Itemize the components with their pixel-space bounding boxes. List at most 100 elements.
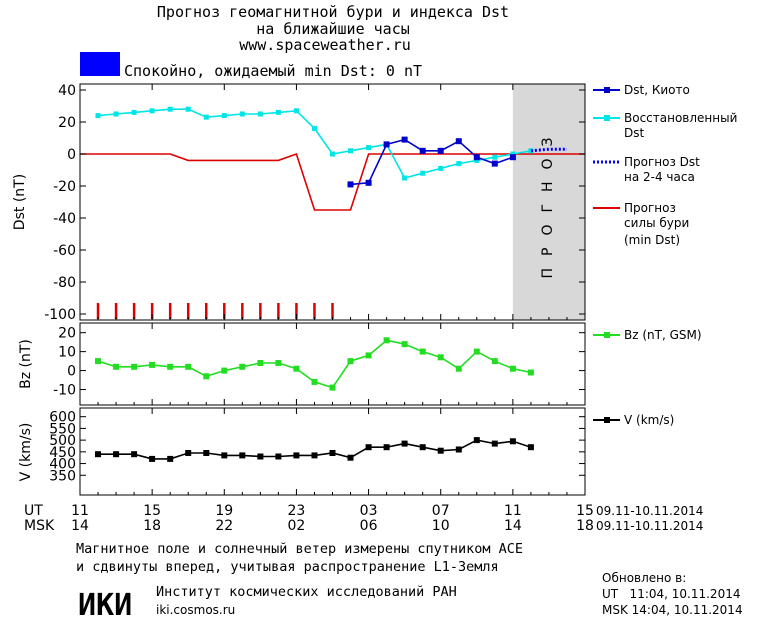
v-axis-label: V (km/s) xyxy=(18,423,34,482)
legend-storm-label-3: (min Dst) xyxy=(624,233,680,247)
legend-storm-label-1: Прогноз xyxy=(624,201,676,215)
restored-dst-point xyxy=(366,145,372,151)
dst-plot-frame xyxy=(79,83,586,321)
restored-dst-point xyxy=(239,111,245,117)
bz-ytick-label: 10 xyxy=(58,345,76,361)
dst-ytick-label: 0 xyxy=(67,147,76,163)
chart-title-line1: Прогноз геомагнитной бури и индекса Dst xyxy=(157,3,509,21)
chart-source-url: www.spaceweather.ru xyxy=(239,36,411,54)
legend-bz-label: Bz (nT, GSM) xyxy=(624,328,702,342)
v-point xyxy=(257,453,264,460)
legend-restored-marker xyxy=(604,115,610,121)
bz-point xyxy=(131,363,138,370)
legend-bz-marker xyxy=(604,332,610,338)
dst-ytick-label: -80 xyxy=(53,275,76,291)
bz-point xyxy=(257,360,264,366)
kyoto-dst-point xyxy=(401,136,408,143)
bz-point xyxy=(329,384,336,391)
msk-tick-label: 18 xyxy=(143,518,161,534)
restored-dst-point xyxy=(221,113,227,119)
dst-ytick-label: 20 xyxy=(58,115,76,131)
institute-name: Институт космических исследований РАН xyxy=(156,584,457,600)
legend-kyoto-marker xyxy=(604,87,610,93)
restored-dst-point xyxy=(167,106,173,112)
restored-dst-point xyxy=(149,108,155,114)
bz-ytick-label: 20 xyxy=(58,326,76,342)
bz-point xyxy=(113,363,120,370)
msk-date-range: 09.11-10.11.2014 xyxy=(596,519,703,533)
chart-title-line2: на ближайшие часы xyxy=(256,20,410,38)
bz-point xyxy=(185,363,192,370)
bz-point xyxy=(239,363,246,370)
dst-ytick-label: -60 xyxy=(53,243,76,259)
bz-point xyxy=(455,365,462,372)
restored-dst-point xyxy=(275,109,281,115)
bz-point xyxy=(473,348,480,355)
v-ytick-label: 500 xyxy=(49,433,76,449)
ut-tick-label: 11 xyxy=(71,503,89,519)
kyoto-dst-point xyxy=(347,181,354,188)
v-point xyxy=(437,447,444,454)
v-point xyxy=(329,450,336,456)
kyoto-dst-point xyxy=(473,154,480,161)
bz-point xyxy=(95,358,101,365)
ut-tick-label: 03 xyxy=(360,503,378,519)
restored-dst-point xyxy=(95,113,101,119)
updated-label: Обновлено в: xyxy=(602,571,686,585)
restored-dst-line xyxy=(97,108,532,179)
v-point xyxy=(185,450,192,456)
status-text: Спокойно, ожидаемый min Dst: 0 nT xyxy=(124,62,422,80)
v-point xyxy=(401,440,408,447)
msk-tick-label: 02 xyxy=(288,518,306,534)
legend-restored-label-1: Восстановленный xyxy=(624,111,737,125)
bz-ytick-label: -10 xyxy=(53,383,76,399)
msk-tick-label: 06 xyxy=(360,518,378,534)
bz-point xyxy=(347,358,354,365)
ut-tick-label: 07 xyxy=(432,503,450,519)
bz-point xyxy=(221,367,228,374)
bz-point xyxy=(203,373,210,380)
v-point xyxy=(383,444,390,451)
v-point xyxy=(491,440,498,447)
v-point xyxy=(131,451,138,458)
bz-point xyxy=(167,363,174,370)
institute-url[interactable]: iki.cosmos.ru xyxy=(156,603,235,617)
bz-point xyxy=(365,352,372,359)
restored-dst-point xyxy=(438,165,444,171)
dst-axis-label: Dst (nT) xyxy=(12,174,28,230)
v-ytick-label: 400 xyxy=(49,457,76,473)
dst-ytick-label: -40 xyxy=(53,211,76,227)
kyoto-dst-point xyxy=(491,160,498,167)
kyoto-dst-point xyxy=(365,179,372,186)
status-color-swatch xyxy=(80,52,120,76)
restored-dst-point xyxy=(510,151,516,157)
v-point xyxy=(311,452,318,459)
v-ytick-label: 600 xyxy=(49,410,76,426)
bz-point xyxy=(383,337,390,344)
bz-point xyxy=(311,378,318,385)
legend-forecast-label-2: на 2-4 часа xyxy=(624,170,695,184)
kyoto-dst-point xyxy=(419,147,426,154)
msk-tick-label: 14 xyxy=(504,518,522,534)
kyoto-dst-point xyxy=(383,141,390,148)
msk-tick-label: 22 xyxy=(215,518,233,534)
v-point xyxy=(365,444,372,451)
iki-logo: ИКИ xyxy=(78,588,132,620)
restored-dst-point xyxy=(330,151,335,157)
restored-dst-point xyxy=(456,161,462,167)
legend-v-label: V (km/s) xyxy=(624,413,674,427)
bz-point xyxy=(275,360,282,366)
bz-point xyxy=(293,365,300,372)
ut-date-range: 09.11-10.11.2014 xyxy=(596,504,703,518)
msk-tick-label: 14 xyxy=(71,518,89,534)
kyoto-dst-point xyxy=(509,154,516,161)
v-point xyxy=(347,454,354,461)
kyoto-dst-point xyxy=(455,138,462,145)
v-point xyxy=(419,444,426,451)
legend-restored-label-2: Dst xyxy=(624,126,644,140)
storm-forecast-line xyxy=(80,152,585,211)
bz-point xyxy=(149,361,156,368)
v-point xyxy=(239,452,246,459)
